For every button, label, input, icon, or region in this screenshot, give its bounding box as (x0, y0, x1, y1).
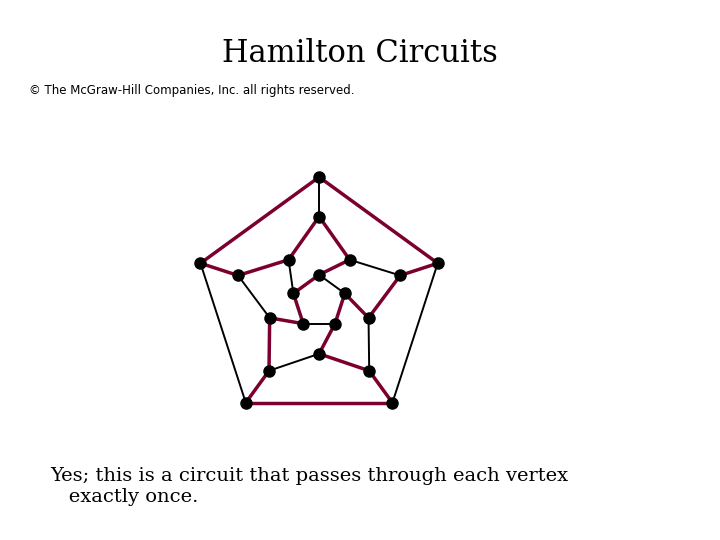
Text: Hamilton Circuits: Hamilton Circuits (222, 38, 498, 69)
Text: © The McGraw-Hill Companies, Inc. all rights reserved.: © The McGraw-Hill Companies, Inc. all ri… (29, 84, 354, 97)
Text: Yes; this is a circuit that passes through each vertex
   exactly once.: Yes; this is a circuit that passes throu… (50, 467, 569, 506)
